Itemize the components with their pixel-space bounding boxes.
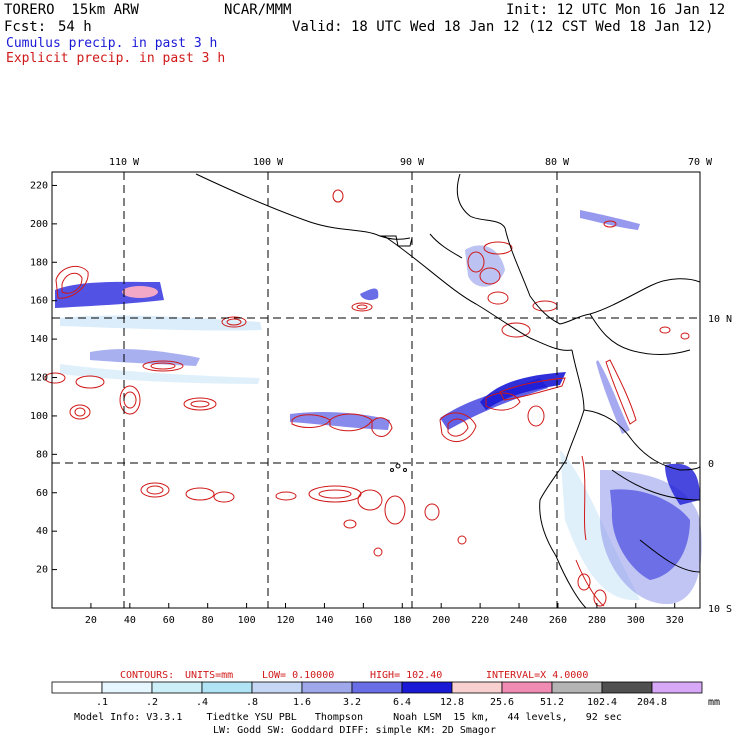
colorbar-swatch xyxy=(151,681,203,694)
colorbar-label: 3.2 xyxy=(343,697,361,708)
y-tick-label: 120 xyxy=(30,373,48,384)
forecast-hours: 54 h xyxy=(58,19,92,35)
x-tick-label: 240 xyxy=(510,615,528,626)
colorbar-swatch xyxy=(551,681,603,694)
colorbar-swatch xyxy=(601,681,653,694)
contour-cluster-nw xyxy=(55,265,89,299)
contour-info-interval: INTERVAL=X 4.0000 xyxy=(486,670,588,681)
x-tick-label: 180 xyxy=(393,615,411,626)
x-tick-label: 20 xyxy=(85,615,97,626)
colorbar-label: .1 xyxy=(96,697,108,708)
cumulus-core-pink xyxy=(122,286,158,298)
x-tick-label: 100 xyxy=(238,615,256,626)
x-tick-label: 300 xyxy=(627,615,645,626)
y-tick-label: 20 xyxy=(36,565,48,576)
lat-label: 0 xyxy=(708,459,714,470)
colorbar-label: 204.8 xyxy=(637,697,667,708)
lon-label: 80 W xyxy=(545,157,570,168)
lat-label: 10 S xyxy=(708,604,732,615)
init-time: Init: 12 UTC Mon 16 Jan 12 xyxy=(506,2,726,18)
x-tick-label: 260 xyxy=(549,615,567,626)
y-tick-label: 220 xyxy=(30,180,48,191)
lon-label: 70 W xyxy=(688,157,713,168)
colorbar-label: 51.2 xyxy=(540,697,564,708)
contour-info-low: LOW= 0.10000 xyxy=(262,670,334,681)
lat-lon-grid xyxy=(52,172,700,608)
forecast-label: Fcst: xyxy=(4,19,47,35)
colorbar-label: .8 xyxy=(246,697,258,708)
south-america-pacific-coast xyxy=(539,349,587,609)
contour-info-high: HIGH= 102.40 xyxy=(370,670,442,681)
colorbar-label: 6.4 xyxy=(393,697,411,708)
x-tick-label: 40 xyxy=(124,615,136,626)
colorbar-labels: .1 .2 .4 .8 1.6 3.2 6.4 12.8 25.6 51.2 102.4 204.8 xyxy=(96,697,667,708)
y-tick-label: 160 xyxy=(30,296,48,307)
colombia-border xyxy=(589,313,691,355)
colorbar-swatch xyxy=(451,681,503,694)
lon-label: 90 W xyxy=(400,157,425,168)
colorbar-label: .4 xyxy=(196,697,208,708)
colorbar-swatch xyxy=(101,681,153,694)
x-tick-label: 220 xyxy=(471,615,489,626)
colorbar-swatch xyxy=(501,681,553,694)
institution: NCAR/MMM xyxy=(224,2,292,18)
model-info-line1: Model Info: V3.3.1 Tiedtke YSU PBL Thomp… xyxy=(74,712,622,723)
central-america-pacific xyxy=(383,235,573,351)
coastlines xyxy=(195,173,701,609)
yucatan-coast xyxy=(456,173,506,229)
x-tick-label: 80 xyxy=(202,615,214,626)
explicit-precip-contours xyxy=(44,189,690,607)
cumulus-precip-shading xyxy=(55,210,702,605)
colorbar-label: 12.8 xyxy=(440,697,464,708)
colorbar-swatch xyxy=(51,681,103,694)
x-tick-label: 160 xyxy=(354,615,372,626)
x-tick-label: 280 xyxy=(588,615,606,626)
map-frame xyxy=(51,171,701,609)
y-tick-label: 100 xyxy=(30,411,48,422)
mexico-coast xyxy=(195,173,411,240)
colorbar-label: 25.6 xyxy=(490,697,514,708)
colorbar-label: 102.4 xyxy=(587,697,617,708)
axis-tick-labels: 220 200 180 160 140 120 100 80 60 40 20 20 40 60 80 100… xyxy=(30,157,732,626)
y-tick-label: 80 xyxy=(36,449,48,460)
colorbar-swatch xyxy=(251,681,303,694)
contour-info-label: CONTOURS: xyxy=(120,670,174,681)
colorbar-label: 1.6 xyxy=(293,697,311,708)
y-tick-label: 180 xyxy=(30,257,48,268)
valid-time: Valid: 18 UTC Wed 18 Jan 12 (12 CST Wed … xyxy=(292,19,714,35)
legend-cumulus: Cumulus precip. in past 3 h xyxy=(6,36,218,51)
colorbar-unit: mm xyxy=(708,697,720,708)
y-tick-label: 140 xyxy=(30,334,48,345)
contour-info: CONTOURS: UNITS=mm LOW= 0.10000 HIGH= 10… xyxy=(120,670,588,681)
y-tick-label: 60 xyxy=(36,488,48,499)
x-tick-label: 140 xyxy=(315,615,333,626)
colorbar-swatch xyxy=(201,681,253,694)
colorbar xyxy=(51,681,703,694)
axis-ticks xyxy=(52,184,676,608)
x-tick-label: 60 xyxy=(163,615,175,626)
central-america-caribbean xyxy=(504,227,591,325)
x-tick-label: 200 xyxy=(432,615,450,626)
lon-label: 110 W xyxy=(109,157,140,168)
colorbar-swatch xyxy=(301,681,353,694)
model-info-line2: LW: Godd SW: Goddard DIFF: simple KM: 2D… xyxy=(213,725,496,736)
colorbar-swatch xyxy=(351,681,403,694)
lon-label: 100 W xyxy=(253,157,284,168)
x-tick-label: 320 xyxy=(666,615,684,626)
x-tick-label: 120 xyxy=(276,615,294,626)
legend-explicit: Explicit precip. in past 3 h xyxy=(6,51,226,66)
ecuador-border xyxy=(583,409,701,471)
model-name: TORERO 15km ARW xyxy=(4,2,139,18)
y-tick-label: 40 xyxy=(36,526,48,537)
south-america-north-coast xyxy=(589,278,701,315)
colorbar-swatch xyxy=(651,681,703,694)
colorbar-swatch xyxy=(401,681,453,694)
colorbar-label: .2 xyxy=(146,697,158,708)
lat-label: 10 N xyxy=(708,314,732,325)
y-tick-label: 200 xyxy=(30,219,48,230)
contour-info-units: UNITS=mm xyxy=(185,670,233,681)
